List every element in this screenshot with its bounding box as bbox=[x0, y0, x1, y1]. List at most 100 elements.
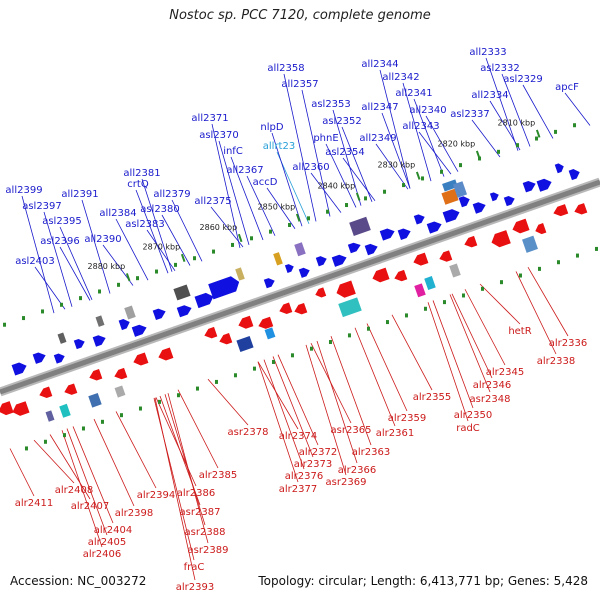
reverse-gene-label[interactable]: alr2377 bbox=[279, 484, 317, 495]
reverse-gene-label[interactable]: alr2376 bbox=[285, 471, 323, 482]
forward-gene-label[interactable]: asl2352 bbox=[322, 116, 362, 127]
reverse-gene-label[interactable]: alr2374 bbox=[279, 431, 317, 442]
tick-dot bbox=[556, 260, 560, 265]
forward-leader-line bbox=[522, 84, 554, 139]
forward-gene-label[interactable]: all2381 bbox=[123, 168, 160, 179]
forward-gene-label[interactable]: all2357 bbox=[281, 79, 318, 90]
tick-dot bbox=[288, 222, 292, 227]
reverse-gene-label[interactable]: asr2389 bbox=[188, 545, 229, 556]
reverse-gene-label[interactable]: asr2378 bbox=[228, 427, 269, 438]
forward-gene-label[interactable]: all2384 bbox=[99, 208, 136, 219]
forward-gene-label[interactable]: all2349 bbox=[359, 133, 396, 144]
forward-gene-label[interactable]: allrt23 bbox=[263, 141, 295, 152]
forward-gene-label[interactable]: all2341 bbox=[395, 88, 432, 99]
forward-gene-label[interactable]: asl2370 bbox=[199, 130, 239, 141]
forward-gene-label[interactable]: asl2397 bbox=[22, 201, 62, 212]
forward-gene-label[interactable]: all2391 bbox=[61, 189, 98, 200]
forward-gene-label[interactable]: accD bbox=[253, 177, 278, 188]
reverse-gene-label[interactable]: alr2407 bbox=[71, 501, 109, 512]
reverse-leader-line bbox=[515, 271, 557, 355]
reverse-gene-label[interactable]: alr2398 bbox=[115, 508, 153, 519]
forward-gene-label[interactable]: all2399 bbox=[5, 185, 42, 196]
forward-gene-label[interactable]: apcF bbox=[555, 82, 579, 93]
forward-gene-label[interactable]: asl2354 bbox=[325, 147, 365, 158]
forward-gene-label[interactable]: all2347 bbox=[361, 102, 398, 113]
forward-gene-label[interactable]: all2375 bbox=[194, 196, 231, 207]
forward-leader-line bbox=[161, 214, 191, 266]
reverse-gene-label[interactable]: alr2385 bbox=[199, 470, 237, 481]
reverse-gene-label[interactable]: alr2345 bbox=[486, 367, 524, 378]
tick-label: 2860 kbp bbox=[200, 223, 238, 232]
reverse-gene-label[interactable]: alr2359 bbox=[388, 413, 426, 424]
forward-gene-label[interactable]: all2340 bbox=[409, 105, 446, 116]
reverse-gene-label[interactable]: hetR bbox=[508, 326, 531, 337]
forward-gene-label[interactable]: all2360 bbox=[292, 162, 329, 173]
reverse-gene-label[interactable]: alr2338 bbox=[537, 356, 575, 367]
reverse-gene-label[interactable]: alr2350 bbox=[454, 410, 492, 421]
reverse-gene-label[interactable]: alr2406 bbox=[83, 549, 121, 560]
reverse-gene-label[interactable]: asr2365 bbox=[331, 425, 372, 436]
reverse-gene-label[interactable]: alr2408 bbox=[55, 485, 93, 496]
major-tick bbox=[237, 233, 243, 243]
forward-gene-arrow bbox=[458, 196, 470, 208]
forward-gene-label[interactable]: all2333 bbox=[469, 47, 506, 58]
forward-gene-arrow bbox=[263, 278, 275, 289]
reverse-gene-label[interactable]: asr2387 bbox=[180, 507, 221, 518]
forward-leader-line bbox=[171, 199, 203, 262]
forward-gene-label[interactable]: asl2337 bbox=[450, 109, 490, 120]
reverse-gene-label[interactable]: alr2404 bbox=[94, 525, 132, 536]
reverse-leader-line bbox=[33, 439, 75, 484]
forward-gene-label[interactable]: asl2403 bbox=[15, 256, 55, 267]
reverse-gene-label[interactable]: alr2355 bbox=[413, 392, 451, 403]
forward-gene-arrow bbox=[568, 169, 580, 181]
forward-gene-label[interactable]: nlpD bbox=[260, 122, 283, 133]
forward-gene-label[interactable]: asl2332 bbox=[480, 63, 520, 74]
reverse-gene-label[interactable]: asr2369 bbox=[326, 477, 367, 488]
reverse-gene-label[interactable]: alr2393 bbox=[176, 582, 214, 593]
reverse-gene-label[interactable]: alr2363 bbox=[352, 447, 390, 458]
reverse-gene-label[interactable]: alr2373 bbox=[294, 459, 332, 470]
forward-gene-label[interactable]: infC bbox=[223, 146, 243, 157]
forward-gene-label[interactable]: asl2396 bbox=[40, 236, 80, 247]
reverse-gene-label[interactable]: alr2372 bbox=[299, 447, 337, 458]
forward-gene-label[interactable]: asl2353 bbox=[311, 99, 351, 110]
forward-gene-arrow bbox=[413, 214, 425, 225]
forward-leader-line bbox=[564, 92, 591, 126]
reverse-gene-label[interactable]: alr2366 bbox=[338, 465, 376, 476]
reverse-gene-label[interactable]: radC bbox=[456, 423, 480, 434]
forward-gene-label[interactable]: all2344 bbox=[361, 59, 398, 70]
reverse-gene-label[interactable]: alr2405 bbox=[88, 537, 126, 548]
reverse-gene-label[interactable]: alr2346 bbox=[473, 380, 511, 391]
reverse-gene-label[interactable]: alr2361 bbox=[376, 428, 414, 439]
reverse-gene-label[interactable]: alr2336 bbox=[549, 338, 587, 349]
forward-gene-label[interactable]: asl2380 bbox=[140, 204, 180, 215]
reverse-gene-label[interactable]: alr2386 bbox=[177, 488, 215, 499]
forward-gene-label[interactable]: all2343 bbox=[402, 121, 439, 132]
marker-box bbox=[236, 336, 254, 352]
forward-gene-label[interactable]: asl2383 bbox=[125, 219, 165, 230]
forward-gene-label[interactable]: crtQ bbox=[127, 179, 149, 190]
reverse-gene-label[interactable]: asr2388 bbox=[185, 527, 226, 538]
forward-gene-label[interactable]: all2358 bbox=[267, 63, 304, 74]
forward-gene-label[interactable]: asl2395 bbox=[42, 216, 82, 227]
tick-dot bbox=[518, 273, 522, 278]
reverse-gene-label[interactable]: alr2411 bbox=[15, 498, 53, 509]
forward-gene-label[interactable]: phnE bbox=[313, 133, 338, 144]
reverse-gene-arrow bbox=[439, 250, 453, 262]
reverse-gene-label[interactable]: asr2348 bbox=[470, 394, 511, 405]
reverse-gene-label[interactable]: alr2394 bbox=[137, 490, 175, 501]
tick-dot bbox=[573, 123, 577, 128]
forward-gene-label[interactable]: all2379 bbox=[153, 189, 190, 200]
forward-gene-label[interactable]: all2342 bbox=[382, 72, 419, 83]
forward-gene-label[interactable]: all2390 bbox=[84, 234, 121, 245]
forward-gene-label[interactable]: all2367 bbox=[226, 165, 263, 176]
reverse-gene-label[interactable]: fraC bbox=[184, 562, 205, 573]
forward-leader-line bbox=[413, 98, 445, 177]
forward-leader-line bbox=[81, 199, 111, 294]
reverse-gene-arrow bbox=[39, 386, 53, 398]
forward-gene-label[interactable]: all2334 bbox=[471, 90, 508, 101]
tick-dot bbox=[480, 286, 484, 291]
forward-gene-label[interactable]: all2371 bbox=[191, 113, 228, 124]
forward-gene-label[interactable]: asl2329 bbox=[503, 74, 543, 85]
